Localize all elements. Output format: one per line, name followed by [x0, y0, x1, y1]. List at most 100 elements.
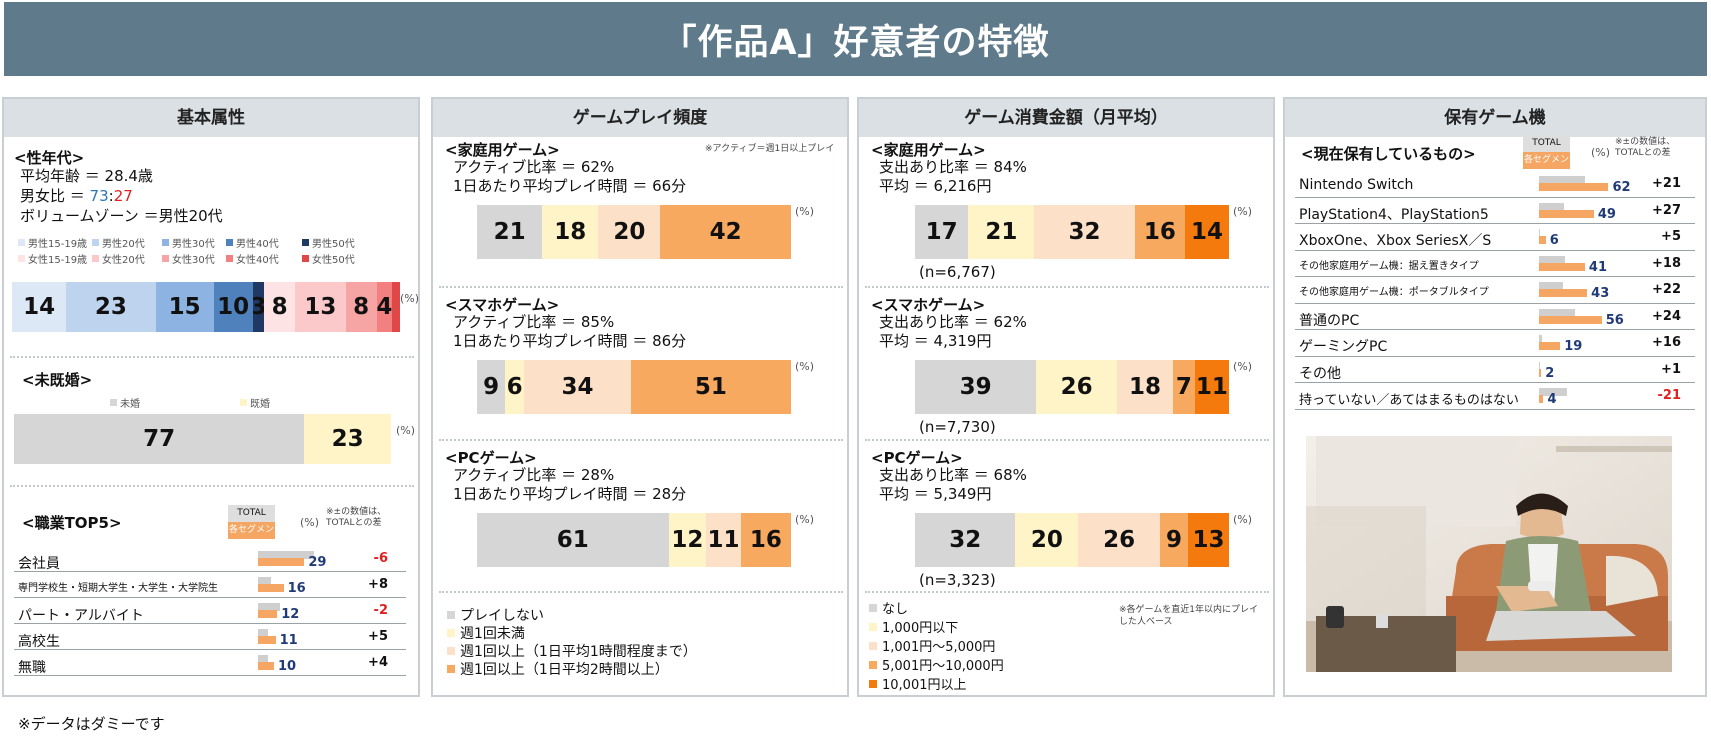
- bar-segment: 8: [345, 282, 377, 332]
- legend-item: 女性20代: [92, 251, 145, 266]
- devices-owned-title: <現在保有しているもの>: [1301, 145, 1476, 163]
- occupation-label: 会社員: [18, 556, 60, 572]
- segment-bar: [1539, 262, 1585, 271]
- diff-value: +24: [1652, 308, 1681, 324]
- bar-segment: 18: [1117, 360, 1174, 414]
- legend-label: 10,001円以上: [882, 678, 967, 693]
- bar-segment: 77: [14, 414, 305, 464]
- bar-segment: 39: [915, 360, 1037, 414]
- legend-swatch: [869, 679, 877, 688]
- bar-segment: 18: [542, 205, 599, 259]
- total-bar: [258, 603, 281, 611]
- stacked-bar: 39 26 18 7 11: [915, 360, 1229, 414]
- legend-item: 1,000円以下: [869, 617, 958, 636]
- segment-value: 43: [1591, 286, 1610, 301]
- marital-title: <未既婚>: [22, 371, 93, 389]
- bar-segment: 21: [477, 205, 543, 259]
- diff-value: +21: [1652, 176, 1681, 191]
- bar-segment: 3: [252, 282, 265, 332]
- total-bar: [258, 629, 268, 637]
- bar-segment: 23: [304, 414, 391, 464]
- row-divider: [1295, 196, 1695, 198]
- diff-value: +5: [1661, 229, 1681, 244]
- legend-item: 男性15-19歳: [18, 235, 87, 250]
- divider: [439, 591, 843, 593]
- section-line2: 平均 ＝ 5,349円: [879, 485, 992, 503]
- bar-segment: 21: [968, 205, 1035, 259]
- legend-label: なし: [882, 602, 909, 617]
- legend-label: 既婚: [250, 399, 270, 410]
- device-label: その他: [1299, 365, 1341, 382]
- legend-item: 女性30代: [162, 251, 215, 266]
- legend-swatch: [447, 665, 455, 673]
- bar-segment: 32: [915, 513, 1016, 567]
- diff-value: -21: [1657, 388, 1682, 403]
- sex-age-title: <性年代>: [14, 149, 85, 167]
- legend-item: 5,001円～10,000円: [869, 655, 1004, 674]
- active-note: ※アクティブ＝週1日以上プレイ: [705, 144, 835, 154]
- diff-value: +27: [1652, 202, 1681, 218]
- legend-label: 男性40代: [236, 239, 279, 250]
- legend-swatch: [92, 239, 99, 246]
- diff-value: +1: [1661, 361, 1681, 377]
- row-divider: [1295, 355, 1695, 357]
- bar-segment: 7: [1173, 360, 1195, 414]
- section-line1: 支出あり比率 ＝ 84%: [879, 158, 1027, 176]
- segment-bar: [258, 610, 278, 618]
- occupation-label: 無職: [18, 660, 46, 676]
- bar-segment: 42: [660, 205, 791, 259]
- legend-label: 女性30代: [172, 255, 215, 266]
- stacked-bar: 32 20 26 9 13: [915, 513, 1229, 567]
- sex-ratio-female: 27: [113, 187, 133, 205]
- bar-segment: 23: [66, 282, 156, 332]
- unit-label: (%): [1233, 360, 1253, 373]
- section-line2: 1日あたり平均プレイ時間 ＝ 66分: [453, 177, 687, 195]
- legend-swatch: [162, 239, 169, 246]
- total-bar: [1539, 361, 1541, 370]
- occupation-unit: (%): [300, 516, 320, 529]
- legend-label: 週1回以上（1日平均2時間以上）: [460, 662, 669, 678]
- occupation-title: <職業TOP5>: [22, 514, 122, 532]
- row-divider: [1295, 382, 1695, 383]
- gamer-photo-illustration: [1306, 436, 1672, 672]
- device-label: ゲーミングPC: [1299, 339, 1388, 355]
- row-divider: [14, 649, 406, 650]
- occupation-label: 高校生: [18, 634, 60, 650]
- legend-item: 1,001円～5,000円: [869, 636, 995, 655]
- marital-stacked-bar: 77 23: [14, 414, 391, 464]
- total-bar: [1539, 282, 1563, 290]
- legend-item: 男性50代: [302, 235, 355, 250]
- diff-value: +5: [368, 629, 388, 644]
- legend-swatch: [226, 239, 233, 246]
- bar-segment: 13: [295, 282, 346, 332]
- bar-segment: 32: [1034, 205, 1135, 259]
- legend-label: 女性15-19歳: [28, 255, 88, 266]
- row-divider: [1295, 329, 1695, 330]
- panel-spend-title: ゲーム消費金額（月平均）: [859, 99, 1273, 137]
- segment-bar: [1539, 236, 1546, 244]
- page-title-banner: 「作品A」好意者の特徴: [4, 2, 1707, 76]
- devices-unit: (%): [1591, 146, 1611, 159]
- legend-swatch: [18, 239, 25, 246]
- row-divider: [14, 675, 406, 676]
- unit-label: (%): [795, 513, 815, 526]
- segment-bar: [258, 584, 284, 592]
- segment-bar: [258, 662, 274, 670]
- legend-item: 未婚: [110, 395, 140, 410]
- avg-age: 平均年齢 ＝ 28.4歳: [20, 167, 153, 185]
- legend-item: 女性50代: [302, 251, 355, 266]
- devices-note: ※±の数値は、TOTALとの差: [1615, 137, 1676, 158]
- segment-bar: [1539, 315, 1602, 324]
- sex-ratio-prefix: 男女比 ＝: [20, 187, 90, 205]
- diff-value: +8: [368, 577, 388, 592]
- legend-label: プレイしない: [460, 608, 544, 624]
- segment-value: 2: [1545, 365, 1555, 381]
- occupation-label: パート・アルバイト: [18, 608, 144, 624]
- spend-note: ※各ゲームを直近1年以内にプレイした人ベース: [1119, 605, 1258, 627]
- footnote: ※データはダミーです: [18, 715, 165, 733]
- total-bar: [258, 577, 271, 585]
- sex-ratio: 男女比 ＝ 73:27: [20, 187, 133, 206]
- unit-label: (%): [1233, 513, 1253, 526]
- bar-segment: 6: [505, 360, 525, 414]
- section-line1: アクティブ比率 ＝ 28%: [453, 466, 615, 484]
